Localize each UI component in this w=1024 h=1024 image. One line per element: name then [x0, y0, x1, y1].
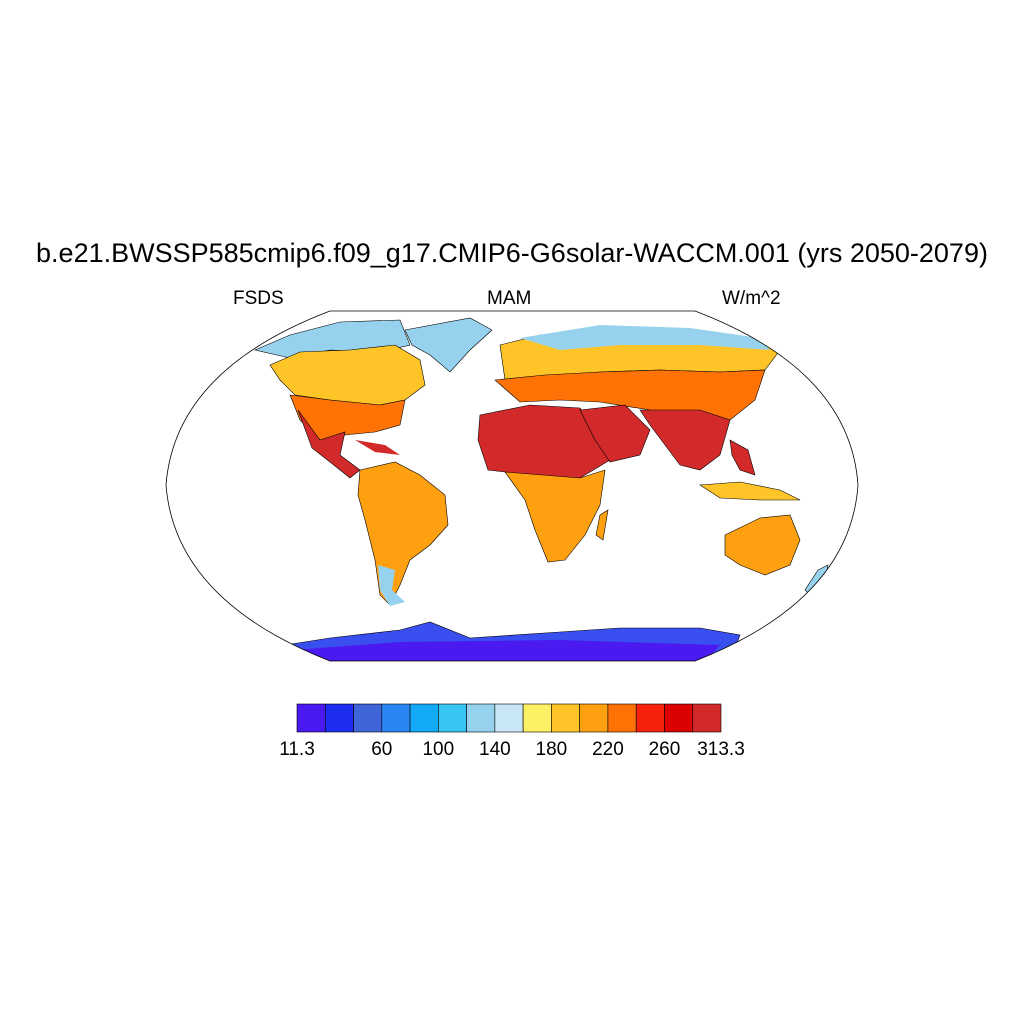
- colorbar-box: [438, 703, 467, 733]
- colorbar-box: [551, 703, 580, 733]
- indonesia: [699, 481, 801, 501]
- units-label: W/m^2: [722, 288, 781, 309]
- plot-title: b.e21.BWSSP585cmip6.f09_g17.CMIP6-G6sola…: [36, 238, 988, 268]
- colorbar-tick-label: 220: [592, 739, 624, 760]
- colorbar-tick-label: 180: [535, 739, 568, 760]
- colorbar-box: [607, 703, 637, 733]
- siberia-arctic: [520, 325, 770, 350]
- colorbar: [296, 703, 722, 733]
- india: [639, 409, 731, 471]
- north-america-north: [269, 344, 426, 406]
- antarctica-interior: [292, 640, 720, 661]
- variable-name: FSDS: [233, 288, 284, 309]
- colorbar-box: [494, 703, 524, 733]
- colorbar-box: [381, 703, 411, 733]
- caribbean: [355, 440, 400, 455]
- colorbar-box: [522, 703, 552, 733]
- colorbar-box: [579, 703, 609, 733]
- season-label: MAM: [487, 288, 532, 309]
- australia: [724, 514, 801, 576]
- africa-north: [477, 404, 611, 479]
- new-zealand: [804, 564, 829, 596]
- arabia: [579, 404, 651, 463]
- colorbar-box: [466, 703, 496, 733]
- globe-outline: [165, 310, 859, 662]
- colorbar-box: [409, 703, 439, 733]
- colorbar-box: [664, 703, 694, 733]
- africa-south: [504, 469, 606, 563]
- eurasia-mid: [494, 369, 766, 421]
- madagascar: [595, 509, 609, 541]
- colorbar-tick-label: 60: [371, 739, 393, 760]
- colorbar-tick-label: 100: [422, 739, 455, 760]
- greenland: [404, 317, 493, 373]
- colorbar-tick-label: 313.3: [697, 739, 745, 760]
- colorbar-tick-label: 140: [479, 739, 511, 760]
- colorbar-tick-label: 260: [648, 739, 681, 760]
- southeast-asia: [729, 439, 756, 476]
- colorbar-box: [296, 703, 326, 733]
- colorbar-tick-label: 11.3: [279, 739, 315, 760]
- colorbar-box: [353, 703, 383, 733]
- colorbar-box: [324, 703, 354, 733]
- colorbar-box: [635, 703, 665, 733]
- south-america-tip: [378, 565, 405, 606]
- colorbar-box: [692, 703, 722, 733]
- south-america: [357, 461, 449, 606]
